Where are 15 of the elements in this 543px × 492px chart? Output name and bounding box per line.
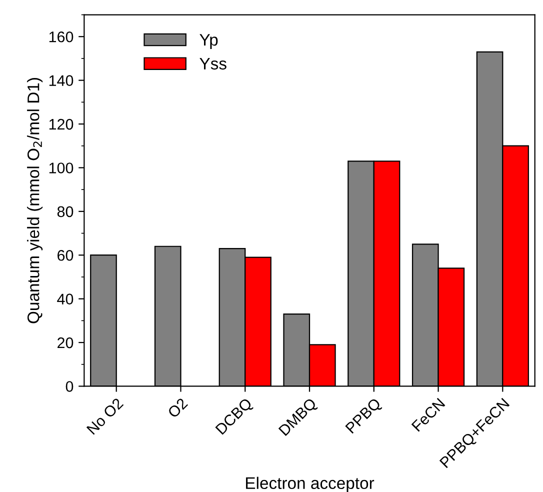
y-tick-label: 140 [49, 75, 74, 86]
y-tick-label: 100 [49, 162, 74, 174]
x-axis-title: Electron acceptor [246, 476, 374, 492]
legend-label: Yp [200, 34, 218, 50]
y-tick-label: 0 [66, 381, 74, 392]
x-tick-label: No O2 [86, 397, 124, 435]
y-tick-label: 160 [49, 31, 74, 42]
y-axis-title: Quantum yield (mmol O$_{2}$/mol D1) [27, 78, 43, 324]
y-tick-label: 60 [58, 250, 74, 261]
x-tick-label: O2 [167, 397, 188, 418]
y-tick-label: 80 [57, 206, 74, 218]
y-tick-label: 40 [57, 294, 74, 305]
y-tick-label: 20 [58, 337, 74, 348]
y-tick-label: 120 [49, 118, 74, 130]
legend-label: Yss [200, 58, 226, 70]
